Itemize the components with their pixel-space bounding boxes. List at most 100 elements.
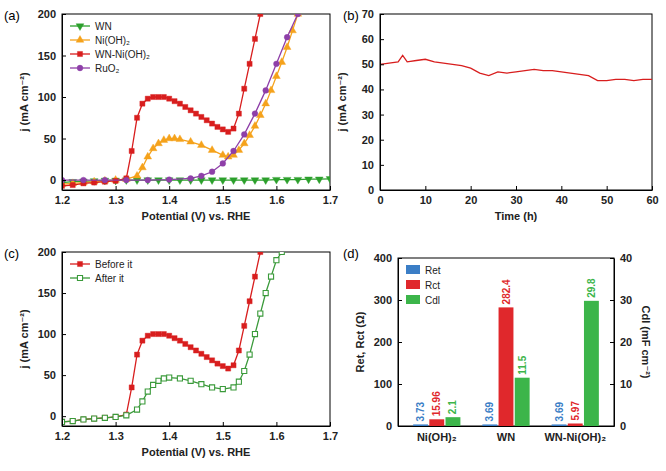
marker — [247, 352, 252, 357]
tick: 1.5 — [216, 422, 231, 442]
marker — [284, 34, 290, 40]
tick-label: 40 — [362, 83, 374, 95]
marker — [188, 345, 193, 350]
marker — [140, 338, 145, 343]
tick-mark — [380, 64, 384, 65]
tick: 10 — [610, 378, 632, 390]
tick: WN-Ni(OH)₂ — [544, 431, 606, 443]
tick: 10 — [420, 186, 432, 206]
tick-label: 40 — [620, 252, 632, 264]
y2-axis: 010203040 — [610, 252, 632, 432]
marker — [199, 382, 204, 387]
marker — [199, 351, 204, 356]
marker — [252, 332, 257, 337]
marker — [252, 274, 257, 279]
bar — [413, 424, 428, 426]
tick-label: 0 — [50, 174, 56, 186]
plot-frame — [398, 258, 614, 426]
marker — [247, 299, 252, 304]
tick-label: 1.5 — [216, 194, 231, 206]
tick: 1.4 — [162, 422, 178, 442]
tick-label: 20 — [620, 336, 632, 348]
tick-mark — [425, 186, 426, 190]
panel-label: (a) — [4, 8, 20, 23]
tick: 100 — [38, 91, 66, 103]
y-axis: 0100200300400 — [374, 252, 402, 432]
marker — [176, 135, 184, 142]
marker — [242, 368, 247, 373]
marker — [102, 415, 107, 420]
marker — [140, 101, 145, 106]
data-label: 3.73 — [415, 402, 426, 422]
tick: 40 — [556, 186, 568, 206]
marker — [220, 364, 225, 369]
plot-area — [62, 14, 330, 188]
tick-label: 0 — [386, 420, 392, 432]
marker — [102, 415, 107, 420]
series-line — [62, 14, 298, 180]
legend-entry: WN-Ni(OH)₂ — [70, 49, 150, 60]
x-axis: 1.21.31.41.51.61.7 — [55, 422, 338, 442]
tick-label: 200 — [38, 246, 56, 258]
marker — [134, 352, 139, 357]
series-line — [62, 252, 260, 422]
tick-mark — [380, 39, 384, 40]
tick-label: 20 — [465, 194, 477, 206]
marker — [177, 376, 182, 381]
tick-mark — [610, 258, 614, 259]
marker — [240, 139, 248, 146]
tick: 100 — [38, 328, 66, 340]
marker — [161, 376, 166, 381]
plot-frame — [380, 14, 652, 190]
marker — [92, 180, 97, 185]
tick: 150 — [38, 287, 66, 299]
tick: 200 — [38, 246, 66, 258]
panel: 0102030405060010203040506070Time (h)j (m… — [336, 8, 659, 222]
marker — [183, 341, 188, 346]
marker — [129, 148, 134, 153]
marker — [156, 332, 161, 337]
tick-mark — [398, 384, 402, 385]
marker — [197, 141, 205, 148]
legend-label: WN — [95, 21, 112, 32]
tick-mark — [652, 186, 653, 190]
legend-marker — [76, 36, 84, 43]
marker — [112, 178, 120, 185]
series-line — [62, 252, 282, 422]
marker — [215, 124, 220, 129]
tick: 1.6 — [269, 186, 284, 206]
legend-entry: After it — [70, 273, 124, 284]
marker — [187, 137, 195, 144]
tick-mark — [116, 186, 117, 190]
legend-label: Rct — [425, 280, 440, 291]
series-line — [380, 55, 652, 80]
marker — [220, 387, 225, 392]
marker — [139, 163, 147, 170]
tick: Ni(OH)₂ — [417, 431, 457, 443]
legend-swatch — [406, 280, 420, 289]
tick-label: 1.3 — [108, 430, 123, 442]
marker — [210, 121, 215, 126]
marker — [193, 348, 198, 353]
legend-label: After it — [95, 273, 124, 284]
marker — [252, 36, 257, 41]
marker — [92, 416, 97, 421]
data-label: 3.69 — [484, 402, 495, 422]
marker — [219, 178, 227, 185]
tick-mark — [62, 14, 66, 15]
tick: 200 — [374, 336, 402, 348]
marker — [210, 385, 215, 390]
panel: 3.733.693.6915.96282.45.972.111.529.8Ni(… — [343, 246, 652, 443]
marker — [199, 114, 204, 119]
tick-label: 1.2 — [55, 194, 70, 206]
tick-mark — [62, 293, 66, 294]
tick-mark — [62, 334, 66, 335]
tick-mark — [610, 342, 614, 343]
marker — [167, 375, 172, 380]
panel-label: (c) — [4, 246, 19, 261]
legend-label: Ni(OH)₂ — [95, 35, 130, 46]
marker — [151, 382, 156, 387]
tick-label: 10 — [420, 194, 432, 206]
bar — [584, 301, 599, 426]
legend-label: Ret — [425, 265, 441, 276]
